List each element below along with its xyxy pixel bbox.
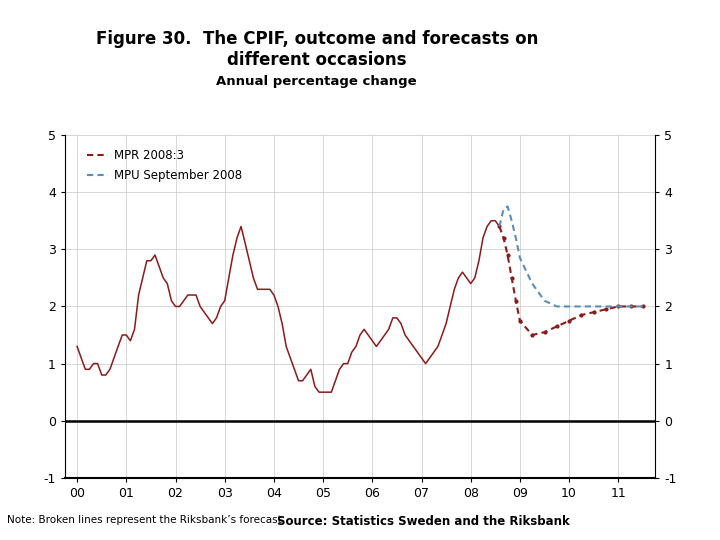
Text: Source: Statistics Sweden and the Riksbank: Source: Statistics Sweden and the Riksba… <box>277 515 570 528</box>
Text: Annual percentage change: Annual percentage change <box>217 75 417 87</box>
Text: different occasions: different occasions <box>227 51 407 69</box>
Text: RIKSBANK: RIKSBANK <box>642 55 686 64</box>
Legend: MPR 2008:3, MPU September 2008: MPR 2008:3, MPU September 2008 <box>83 144 247 187</box>
Text: Figure 30.  The CPIF, outcome and forecasts on: Figure 30. The CPIF, outcome and forecas… <box>96 30 538 48</box>
Text: SVERIGES: SVERIGES <box>643 39 685 48</box>
Text: Note: Broken lines represent the Riksbank’s forecast: Note: Broken lines represent the Riksban… <box>7 515 282 525</box>
